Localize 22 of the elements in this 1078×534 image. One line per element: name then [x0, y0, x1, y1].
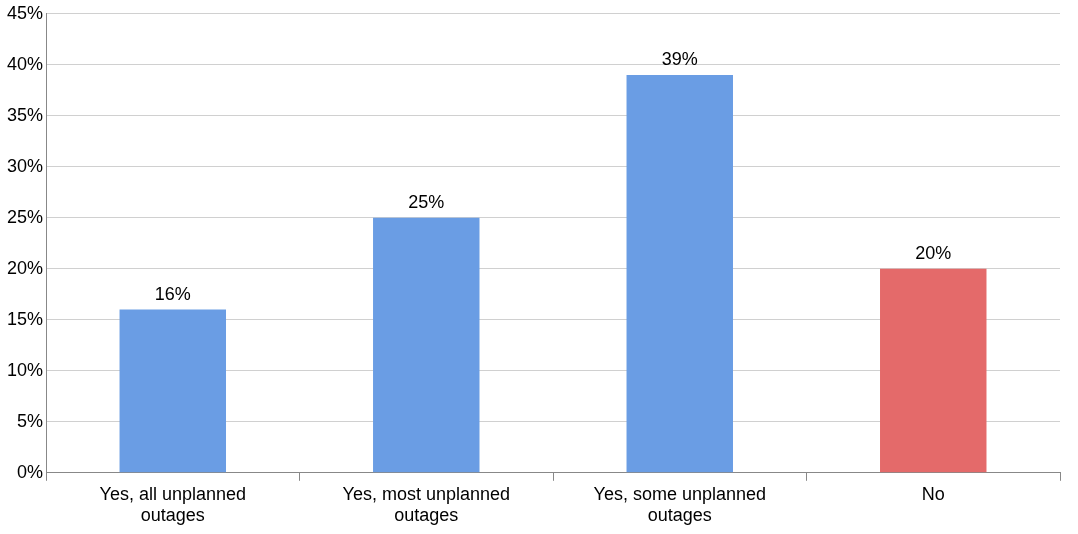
bar	[373, 217, 480, 473]
data-label: 39%	[661, 48, 698, 69]
bar	[119, 309, 227, 473]
y-tick-label: 10%	[7, 359, 44, 380]
y-tick-label: 15%	[7, 308, 44, 329]
y-tick-label: 35%	[7, 104, 44, 125]
x-tick-label: No	[921, 483, 945, 504]
y-tick-label: 20%	[7, 257, 44, 278]
x-tick-label: Yes, all unplanned outages	[99, 483, 247, 526]
data-label: 20%	[915, 242, 952, 263]
y-tick-label: 5%	[17, 410, 44, 431]
y-tick-label: 45%	[7, 2, 44, 23]
data-label: 16%	[154, 283, 191, 304]
bar	[880, 268, 987, 473]
y-tick-label: 30%	[7, 155, 44, 176]
x-tick-label: Yes, most unplanned outages	[342, 483, 510, 526]
data-label: 25%	[408, 191, 445, 212]
y-tick-label: 25%	[7, 206, 44, 227]
x-tick-label: Yes, some unplanned outages	[593, 483, 766, 526]
bar	[626, 75, 733, 473]
y-tick-label: 40%	[7, 53, 44, 74]
y-tick-label: 0%	[17, 461, 44, 482]
